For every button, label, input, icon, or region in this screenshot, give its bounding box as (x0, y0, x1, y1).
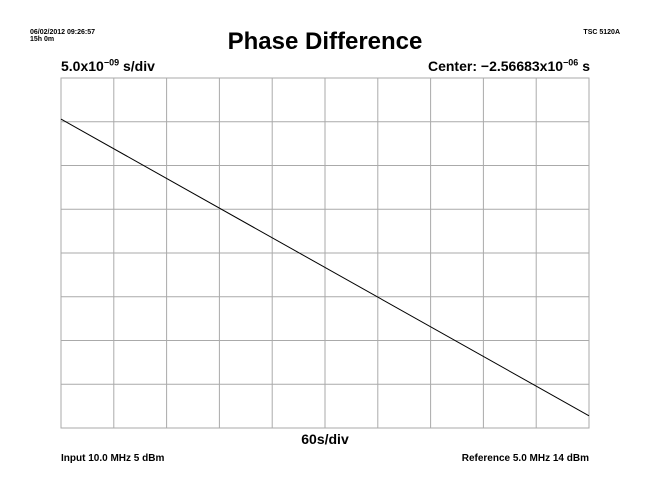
y-scale-unit: s/div (119, 58, 155, 74)
y-scale-exponent: −09 (103, 57, 120, 68)
instrument-model: TSC 5120A (583, 29, 620, 36)
duration: 15h 0m (30, 36, 55, 43)
center-mantissa: −2.56683x10 (480, 58, 564, 74)
chart-title: Phase Difference (227, 28, 423, 55)
timestamp: 06/02/2012 09:26:57 (30, 29, 95, 36)
center-label: Center: −2.56683x10−06 s (428, 58, 590, 74)
input-signal-label: Input 10.0 MHz 5 dBm (61, 453, 165, 464)
y-scale-mantissa: 5.0x10 (61, 58, 104, 74)
center-unit: s (578, 58, 590, 74)
center-exponent: −06 (563, 57, 579, 68)
reference-signal-label: Reference 5.0 MHz 14 dBm (461, 453, 589, 464)
plot-frame (60, 77, 590, 429)
x-scale-label: 60s/div (301, 431, 349, 447)
plot-series (60, 118, 590, 417)
phase-difference-trace (60, 118, 590, 417)
center-prefix: Center: (427, 58, 481, 74)
plot-grid (61, 78, 589, 428)
y-scale-label: 5.0x10−09 s/div (61, 58, 155, 74)
